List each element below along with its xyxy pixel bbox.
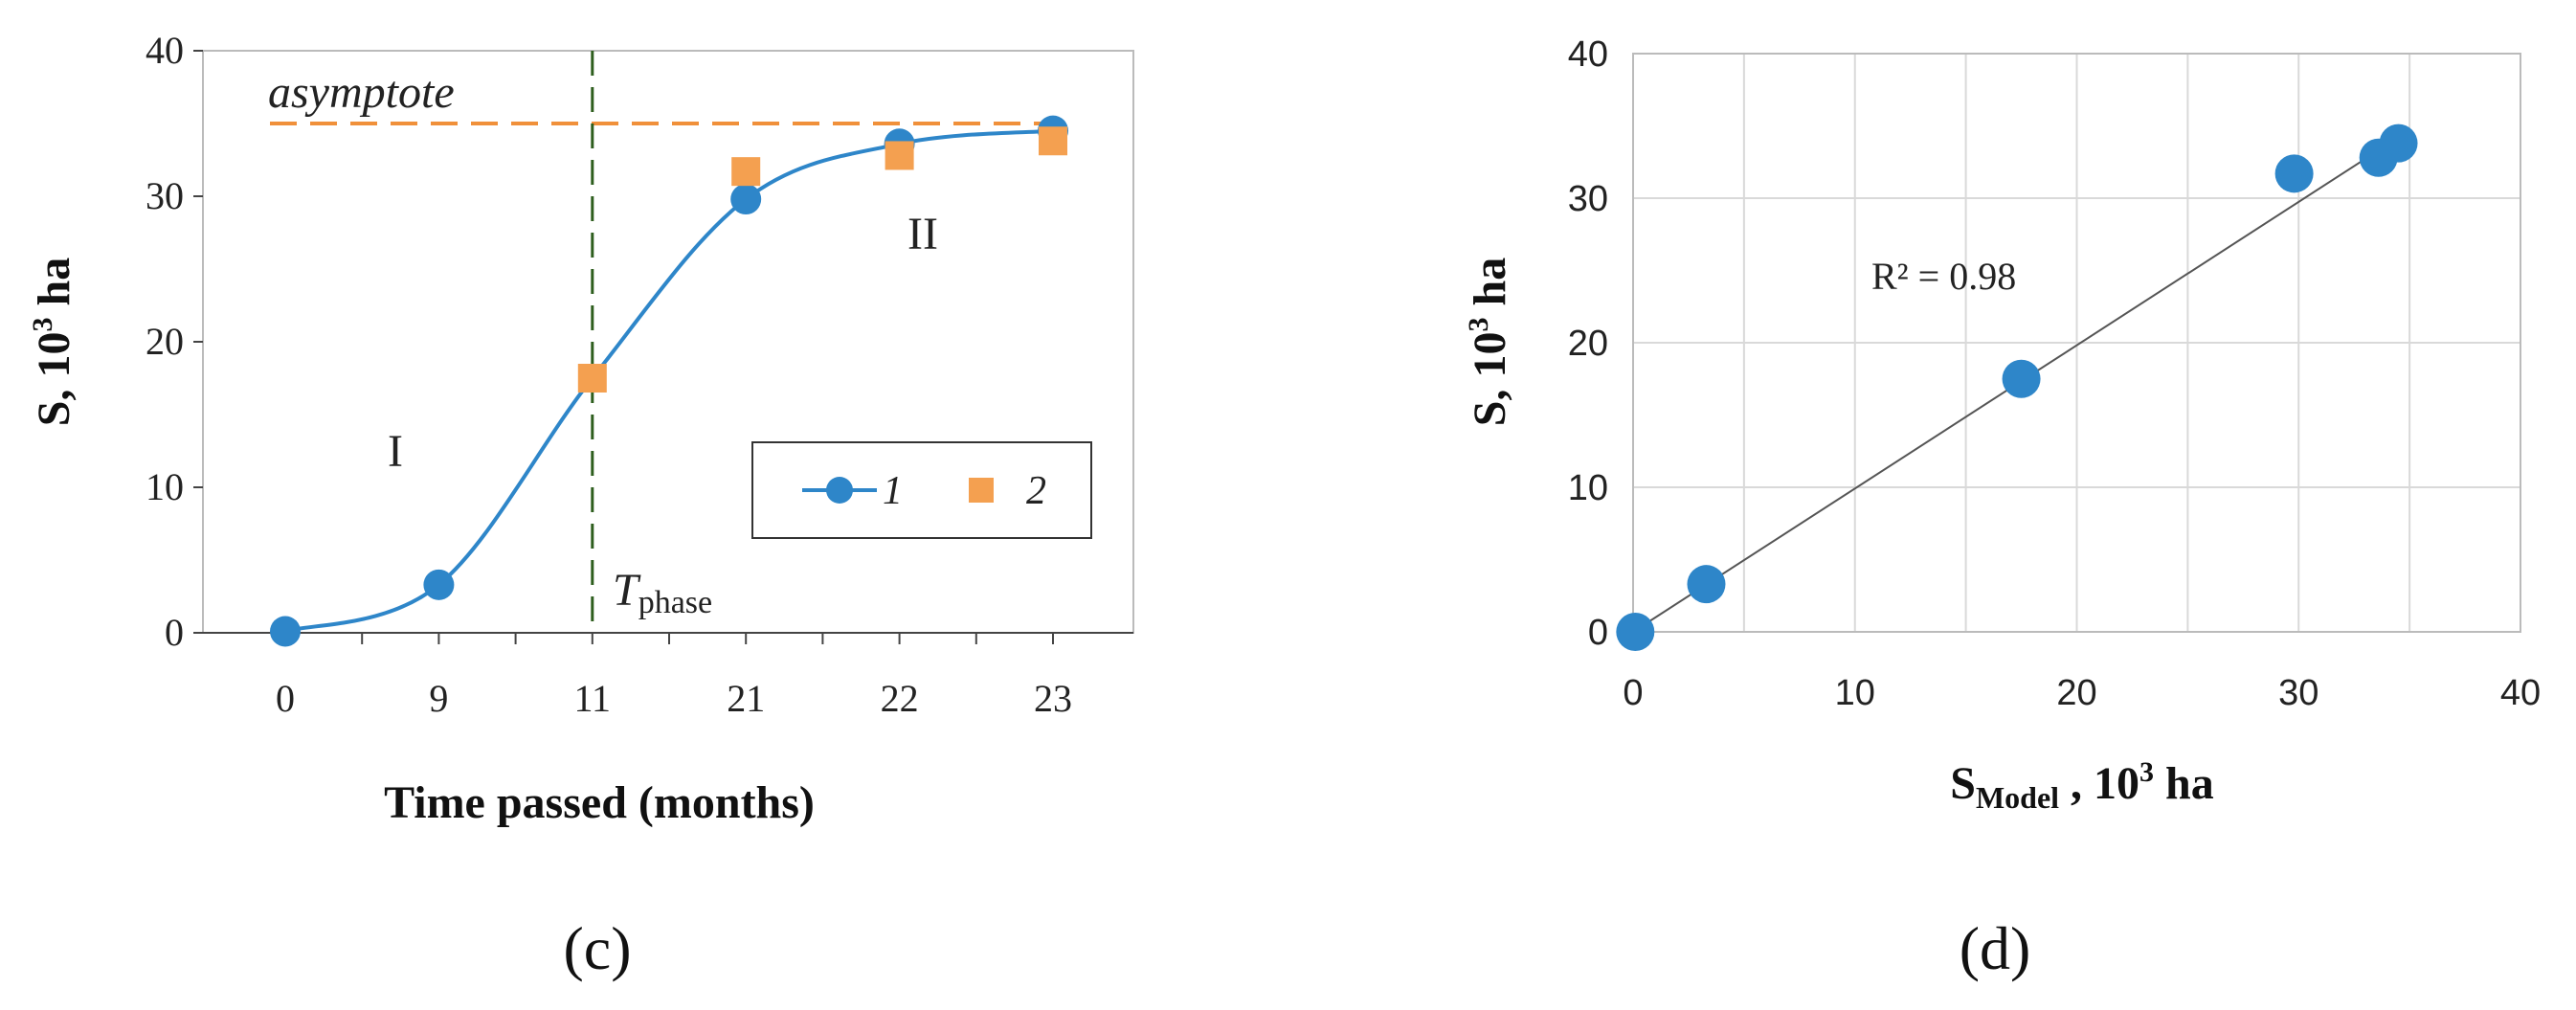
y-title-sup-d: 3 (1463, 318, 1494, 332)
x-tick-label-c: 21 (727, 677, 765, 720)
phase-subscript: phase (638, 585, 712, 620)
panel-label-c: (c) (563, 914, 631, 982)
y-tick-label-c: 40 (146, 29, 184, 72)
y-axis-title-c: S, 103 ha (27, 258, 79, 426)
x-axis-title-d: SModel , 103 ha (1950, 756, 2214, 815)
x-tick-label-c: 22 (881, 677, 919, 720)
y-tick-label-d: 30 (1568, 179, 1608, 219)
region-1-label: I (388, 426, 403, 477)
y-tick-label-c: 30 (146, 174, 184, 217)
x-tick-label-c: 0 (276, 677, 295, 720)
x-tick-label-c: 23 (1034, 677, 1072, 720)
legend-label-2: 2 (1026, 469, 1046, 513)
scatter-point (2002, 359, 2041, 398)
x-tick-label-d: 40 (2500, 673, 2541, 713)
x-title-sup-d: 3 (2139, 756, 2154, 788)
series-2-point (731, 157, 761, 187)
region-2-label: II (907, 209, 938, 259)
y-title-main-d: S, 10 (1465, 332, 1515, 427)
y-tick-label-d: 10 (1568, 468, 1608, 508)
y-title-sup-c: 3 (27, 318, 58, 332)
x-tick-label-d: 10 (1835, 673, 1875, 713)
panel-d-chart: 0 10 20 30 40 0 10 20 30 40 R² = 0.98 SModel , 1… (1463, 34, 2541, 982)
y-tick-label-c: 10 (146, 465, 184, 508)
scatter-point (1687, 565, 1726, 604)
y-title-tail-d: ha (1465, 258, 1515, 318)
legend-marker-2 (969, 478, 994, 503)
series-1-point (423, 569, 455, 600)
y-tick-label-d: 20 (1568, 324, 1608, 364)
scatter-point (2274, 154, 2314, 193)
series-2-point (1039, 126, 1067, 156)
y-tick-label-c: 0 (165, 611, 184, 654)
scatter-point (1616, 613, 1655, 651)
r2-label: R² = 0.98 (1871, 255, 2016, 298)
y-title-tail-c: ha (29, 258, 79, 318)
y-title-main-c: S, 10 (29, 332, 79, 427)
series-1-point (270, 616, 301, 647)
series-2-point (577, 364, 607, 393)
x-title-tail-d: , 10 (2059, 758, 2139, 809)
legend-marker-1 (826, 477, 853, 504)
x-tick-label-c: 11 (574, 677, 612, 720)
phase-label: Tphase (613, 565, 712, 620)
y-tick-label-c: 20 (146, 320, 184, 363)
x-axis-title-c: Time passed (months) (384, 777, 815, 828)
y-tick-label-d: 0 (1588, 613, 1608, 653)
x-tick-label-d: 0 (1623, 673, 1643, 713)
plot-area-d (1632, 53, 2521, 633)
plot-area-c (202, 50, 1134, 634)
phase-symbol: T (613, 565, 641, 616)
x-tick-label-c: 9 (429, 677, 448, 720)
legend-label-1: 1 (883, 469, 903, 513)
series-2-point (885, 141, 914, 170)
asymptote-label: asymptote (268, 67, 455, 118)
y-axis-title-d: S, 103 ha (1463, 258, 1515, 426)
panel-label-d: (d) (1960, 914, 2031, 982)
x-tick-label-d: 30 (2278, 673, 2318, 713)
x-title-end-d: ha (2154, 758, 2214, 809)
x-title-sub-d: Model (1976, 780, 2059, 815)
x-tick-label-d: 20 (2056, 673, 2096, 713)
scatter-point (2379, 123, 2418, 163)
y-tick-label-d: 40 (1568, 34, 1608, 75)
x-title-main-d: S (1950, 758, 1976, 809)
series-1-point (730, 184, 762, 215)
